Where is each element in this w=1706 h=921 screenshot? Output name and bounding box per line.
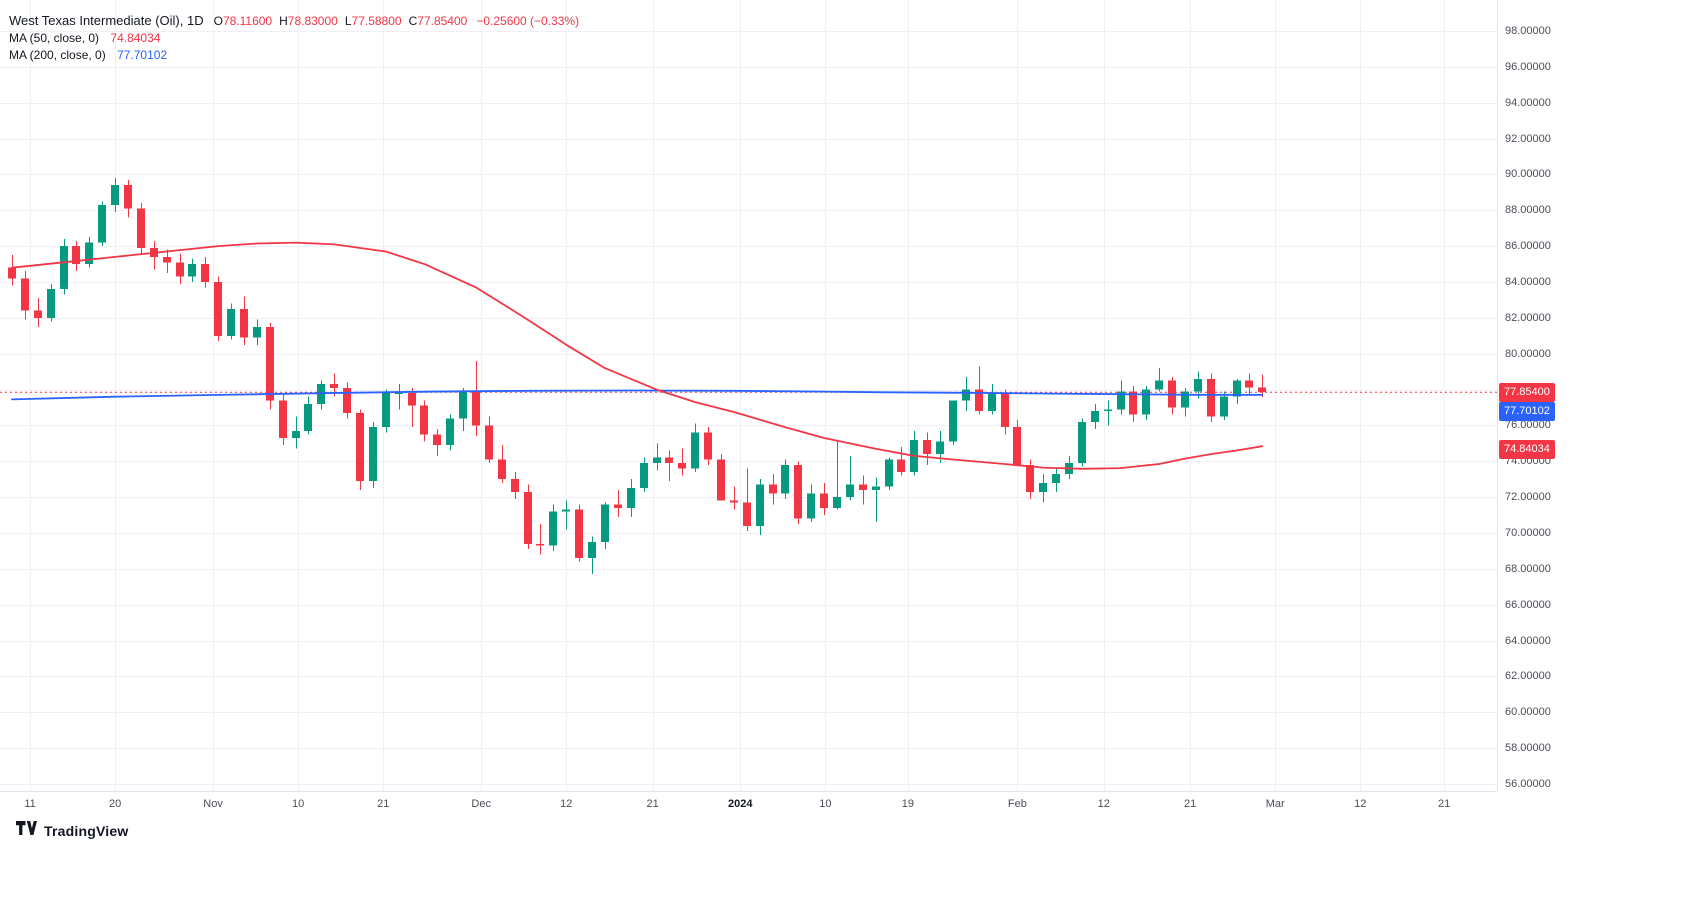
legend-symbol-row: West Texas Intermediate (Oil), 1D O78.116…	[9, 13, 579, 29]
time-tick-label: 12	[1097, 798, 1110, 810]
ohlc-close: C77.85400	[408, 14, 468, 28]
ma200-value: 77.70102	[117, 48, 168, 62]
time-tick-label: 21	[377, 798, 390, 810]
time-tick-label: Nov	[203, 798, 223, 810]
indicator-ma200-row[interactable]: MA (200, close, 0) 77.70102	[9, 47, 579, 63]
price-tick-label: 84.00000	[1505, 276, 1551, 288]
price-chart[interactable]	[0, 0, 1497, 791]
price-tick-label: 88.00000	[1505, 204, 1551, 217]
price-tick-label: 86.00000	[1505, 240, 1551, 253]
tradingview-brand: TradingView	[44, 823, 129, 839]
ma50-line	[11, 241, 1264, 470]
ohlc-open: O78.11600	[213, 14, 273, 28]
price-tick-label: 98.00000	[1505, 25, 1551, 37]
price-tick-label: 62.00000	[1505, 670, 1551, 683]
price-tick-label: 60.00000	[1505, 706, 1551, 719]
tradingview-icon	[16, 821, 37, 841]
time-tick-label: 19	[901, 798, 914, 810]
symbol-title[interactable]: West Texas Intermediate (Oil), 1D	[9, 13, 204, 28]
time-axis[interactable]: 11 20 Nov 10 21 Dec 12 21 2024 10 19 Feb 12 21 Mar 12 21	[0, 791, 1497, 818]
time-tick-label: 12	[1354, 798, 1367, 810]
price-tick-label: 92.00000	[1505, 132, 1551, 145]
price-axis-badge: 77.70102	[1499, 402, 1555, 422]
tradingview-attribution[interactable]: TradingView	[16, 818, 128, 844]
ohlc-low: L77.58800	[344, 14, 402, 28]
time-tick-label: 2024	[728, 798, 753, 810]
price-tick-label: 66.00000	[1505, 598, 1551, 611]
time-tick-label: 20	[108, 798, 122, 810]
price-tick-label: 90.00000	[1505, 168, 1551, 181]
price-tick-label: 80.00000	[1505, 347, 1551, 360]
chart-legend: West Texas Intermediate (Oil), 1D O78.116…	[9, 13, 579, 64]
time-tick-label: 10	[819, 798, 832, 810]
time-tick-label: 12	[560, 798, 573, 810]
ohlc-high: H78.83000	[279, 14, 338, 28]
price-tick-label: 70.00000	[1505, 527, 1551, 539]
price-tick-label: 68.00000	[1505, 562, 1551, 575]
price-axis[interactable]: 98.00000 96.00000 94.00000 92.00000 90.00000…	[1497, 0, 1706, 791]
price-tick-label: 58.00000	[1505, 742, 1551, 755]
price-tick-label: 94.00000	[1505, 96, 1551, 109]
price-tick-label: 72.00000	[1505, 491, 1551, 504]
price-tick-label: 82.00000	[1505, 311, 1551, 324]
time-tick-label: Feb	[1007, 798, 1027, 810]
change-value: −0.25600 (−0.33%)	[476, 14, 580, 28]
time-tick-label: 21	[1437, 798, 1451, 810]
grid-lines	[0, 0, 1497, 791]
price-tick-label: 64.00000	[1505, 634, 1551, 647]
indicator-ma50-row[interactable]: MA (50, close, 0) 74.84034	[9, 30, 579, 46]
time-tick-label: 11	[24, 798, 36, 810]
price-tick-label: 56.00000	[1505, 778, 1551, 790]
price-tick-label: 96.00000	[1505, 60, 1551, 73]
ma50-value: 74.84034	[110, 31, 161, 45]
ma200-line	[11, 389, 1264, 401]
candlestick-series	[8, 178, 1266, 575]
price-axis-badge: 74.84034	[1499, 439, 1555, 459]
time-tick-label: 10	[292, 798, 305, 810]
time-tick-label: 21	[646, 798, 659, 810]
time-tick-label: Dec	[471, 798, 491, 810]
ma50-label: MA (50, close, 0)	[9, 31, 100, 45]
price-axis-badge: 77.85400	[1499, 382, 1555, 402]
ma200-label: MA (200, close, 0)	[9, 48, 106, 62]
price-tick-label: 76.00000	[1505, 419, 1551, 432]
time-tick-label: 21	[1184, 798, 1197, 810]
time-tick-label: Mar	[1265, 798, 1285, 810]
